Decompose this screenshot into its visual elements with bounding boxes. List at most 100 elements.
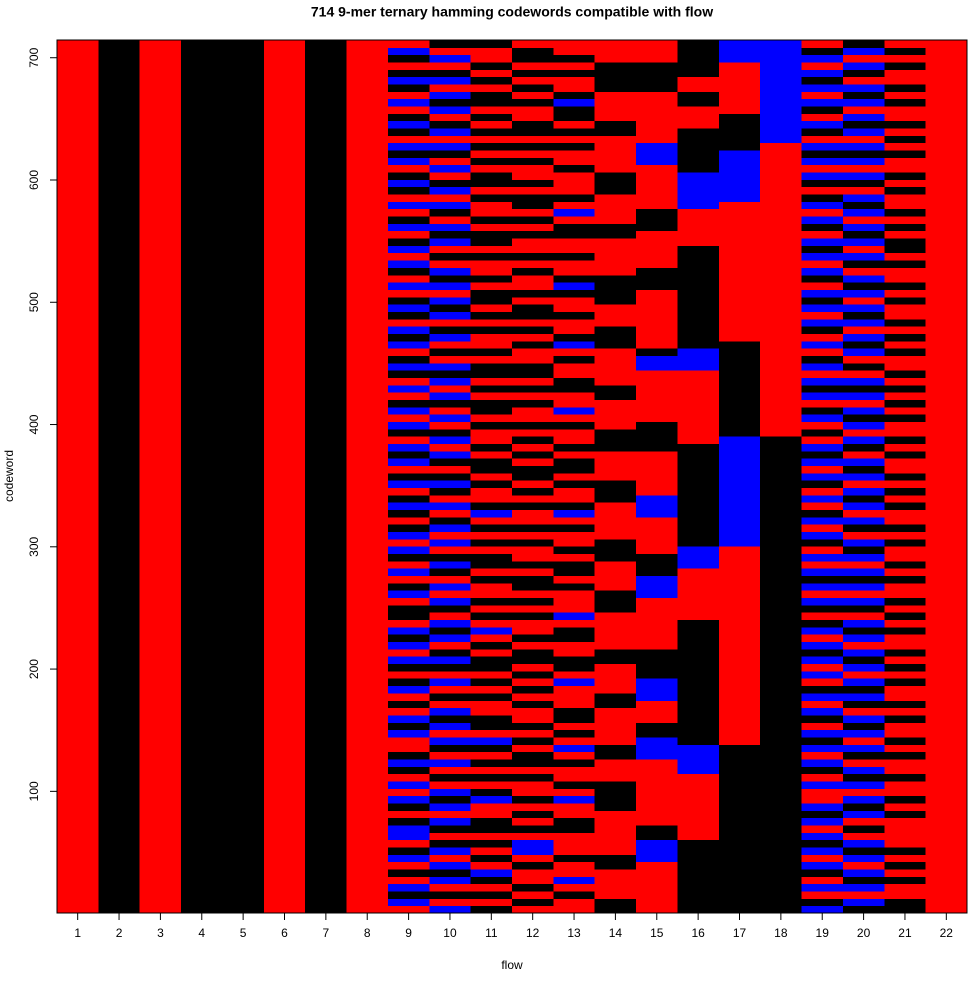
- cell: [512, 194, 554, 202]
- cell: [553, 377, 596, 386]
- cell: [387, 553, 430, 562]
- cell: [181, 531, 223, 540]
- cell: [470, 333, 513, 342]
- cell: [760, 414, 803, 422]
- cell: [718, 758, 761, 767]
- cell: [387, 47, 430, 56]
- cell: [801, 604, 844, 613]
- cell: [594, 208, 637, 217]
- cell: [594, 648, 637, 657]
- cell: [512, 282, 554, 290]
- cell: [636, 766, 678, 775]
- cell: [760, 861, 803, 870]
- cell: [512, 626, 554, 635]
- cell: [98, 905, 141, 914]
- cell: [222, 575, 265, 584]
- cell: [181, 612, 223, 621]
- cell: [139, 326, 182, 334]
- cell: [98, 692, 141, 701]
- cell: [470, 502, 513, 511]
- cell: [677, 876, 720, 885]
- cell: [512, 120, 554, 129]
- cell: [470, 252, 513, 261]
- cell: [636, 480, 678, 489]
- cell: [760, 824, 803, 833]
- cell: [553, 832, 596, 841]
- cell: [718, 201, 761, 210]
- cell: [305, 516, 348, 525]
- cell: [263, 436, 306, 444]
- cell: [470, 839, 513, 848]
- cell: [222, 296, 265, 305]
- cell: [553, 626, 596, 635]
- cell: [98, 62, 141, 70]
- cell: [801, 568, 844, 577]
- cell: [925, 619, 968, 628]
- cell: [222, 465, 265, 474]
- cell: [884, 773, 927, 782]
- cell: [387, 406, 430, 415]
- cell: [305, 69, 348, 78]
- y-tick-label: 400: [27, 414, 41, 434]
- cell: [677, 582, 720, 591]
- cell: [470, 54, 513, 63]
- cell: [842, 399, 885, 408]
- cell: [387, 876, 430, 885]
- cell: [139, 406, 182, 415]
- cell: [553, 641, 596, 650]
- cell: [263, 546, 306, 555]
- cell: [139, 898, 182, 907]
- cell: [925, 780, 968, 789]
- cell: [718, 568, 761, 577]
- cell: [594, 890, 637, 899]
- cell: [884, 656, 927, 665]
- cell: [677, 531, 720, 540]
- cell: [884, 626, 927, 635]
- cell: [884, 421, 927, 430]
- cell: [98, 890, 141, 899]
- cell: [139, 612, 182, 621]
- cell: [636, 91, 678, 100]
- cell: [884, 384, 927, 393]
- cell: [346, 707, 389, 716]
- cell: [387, 810, 430, 819]
- cell: [760, 377, 803, 386]
- cell: [181, 260, 223, 268]
- cell: [801, 560, 844, 569]
- cell: [57, 634, 99, 643]
- cell: [429, 810, 472, 819]
- cell: [263, 722, 306, 731]
- cell: [925, 795, 968, 804]
- cell: [57, 744, 99, 753]
- cell: [139, 443, 182, 452]
- cell: [677, 326, 720, 334]
- cell: [470, 780, 513, 789]
- cell: [801, 832, 844, 841]
- cell: [636, 546, 678, 555]
- cell: [98, 663, 141, 672]
- cell: [925, 832, 968, 841]
- cell: [718, 707, 761, 716]
- cell: [636, 179, 678, 188]
- cell: [594, 472, 637, 481]
- cell: [512, 494, 554, 503]
- cell: [139, 318, 182, 327]
- cell: [760, 421, 803, 430]
- cell: [222, 861, 265, 870]
- cell: [57, 465, 99, 474]
- cell: [387, 604, 430, 613]
- cell: [512, 450, 554, 459]
- cell: [429, 494, 472, 503]
- cell: [760, 194, 803, 202]
- cell: [181, 626, 223, 635]
- cell: [98, 788, 141, 797]
- cell: [305, 428, 348, 437]
- cell: [553, 260, 596, 268]
- cell: [429, 414, 472, 422]
- y-axis-label: codeword: [2, 450, 16, 502]
- cell: [470, 186, 513, 195]
- cell: [553, 582, 596, 591]
- cell: [512, 604, 554, 613]
- cell: [842, 773, 885, 782]
- cell: [305, 817, 348, 826]
